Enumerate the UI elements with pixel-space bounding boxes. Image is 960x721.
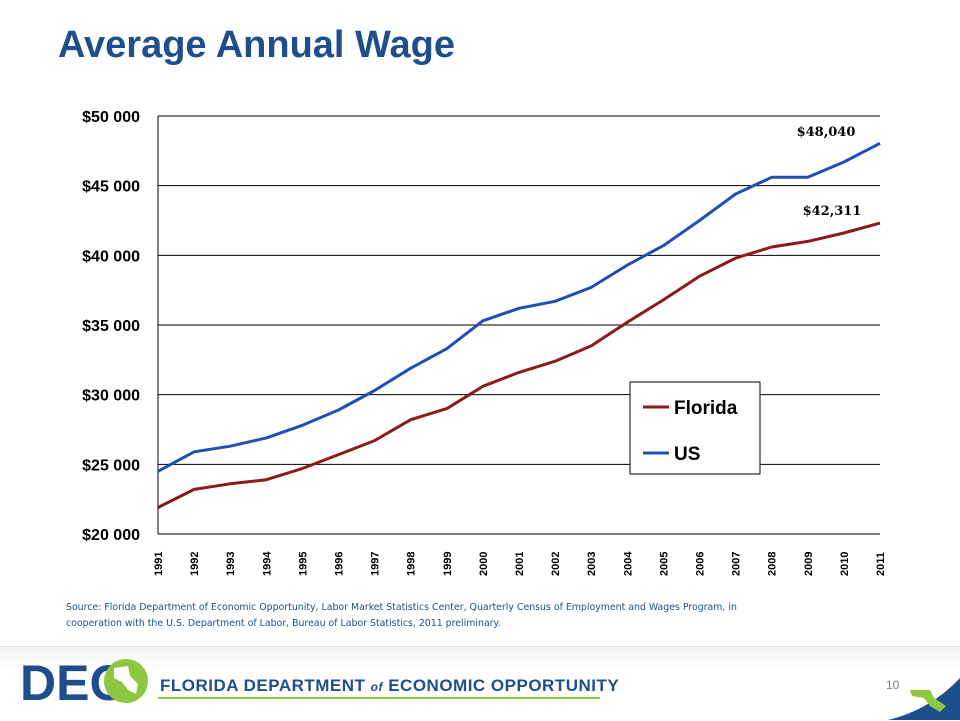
series-line-florida bbox=[157, 221, 881, 509]
x-tick-label: 2004 bbox=[622, 551, 634, 576]
agency-underline bbox=[158, 697, 600, 699]
x-tick-label: 2010 bbox=[839, 552, 851, 576]
slide-title: Average Annual Wage bbox=[58, 24, 455, 66]
y-tick-label: $20 000 bbox=[82, 527, 140, 544]
x-tick-label: 1999 bbox=[442, 552, 454, 576]
x-tick-label: 2005 bbox=[658, 552, 670, 576]
gridlines bbox=[158, 115, 880, 535]
end-label-us: $48,040 bbox=[797, 125, 856, 140]
average-annual-wage-chart: $20 000 $25 000 $30 000 $35 000 $40 000 $45 0… bbox=[82, 109, 887, 576]
x-tick-label: 2003 bbox=[586, 552, 598, 576]
agency-name-part2: ECONOMIC OPPORTUNITY bbox=[382, 676, 620, 695]
x-tick-label: 2000 bbox=[478, 552, 490, 576]
x-tick-label: 1993 bbox=[225, 552, 237, 576]
footer-band bbox=[0, 646, 960, 721]
corner-swoosh-blue bbox=[888, 678, 960, 720]
x-tick-label: 2011 bbox=[875, 552, 887, 576]
y-tick-label: $35 000 bbox=[82, 318, 140, 335]
y-tick-label: $30 000 bbox=[82, 388, 140, 405]
source-note: Source: Florida Department of Economic O… bbox=[66, 602, 737, 629]
x-tick-label: 2001 bbox=[514, 552, 526, 576]
legend-box bbox=[629, 381, 761, 475]
y-tick-label: $45 000 bbox=[82, 179, 140, 196]
legend-label-florida: Florida bbox=[674, 398, 738, 419]
end-value-labels: $42,311 $48,040 bbox=[797, 125, 862, 219]
series-line-us bbox=[157, 141, 881, 473]
legend-label-us: US bbox=[674, 444, 700, 465]
deo-logo: DEO bbox=[20, 655, 148, 710]
legend: Florida US bbox=[629, 381, 761, 475]
page-number: 10 bbox=[886, 678, 900, 692]
x-tick-label: 1992 bbox=[189, 552, 201, 576]
x-tick-label: 2007 bbox=[731, 552, 743, 576]
y-tick-label: $40 000 bbox=[82, 248, 140, 265]
corner-swoosh-graphic bbox=[888, 678, 960, 720]
x-tick-label: 2008 bbox=[767, 552, 779, 576]
end-label-florida: $42,311 bbox=[803, 204, 862, 219]
x-tick-label: 1995 bbox=[297, 552, 309, 576]
x-tick-labels: 1991 1992 1993 1994 1995 1996 1997 1998 1999 2000… bbox=[153, 551, 887, 576]
x-tick-label: 2009 bbox=[803, 552, 815, 576]
series-lines bbox=[157, 141, 881, 509]
agency-name: FLORIDA DEPARTMENT of ECONOMIC OPPORTUNI… bbox=[160, 676, 619, 696]
agency-name-of: of bbox=[370, 680, 383, 694]
x-tick-label: 1997 bbox=[370, 552, 382, 576]
y-tick-label: $25 000 bbox=[82, 457, 140, 474]
x-tick-label: 1991 bbox=[153, 552, 165, 576]
y-tick-labels: $20 000 $25 000 $30 000 $35 000 $40 000 $45 0… bbox=[82, 109, 140, 544]
y-tick-label: $50 000 bbox=[82, 109, 140, 126]
x-tick-label: 1998 bbox=[406, 552, 418, 576]
x-tick-label: 2006 bbox=[695, 552, 707, 576]
agency-name-part1: FLORIDA DEPARTMENT bbox=[160, 676, 371, 695]
florida-shape-icon bbox=[114, 666, 138, 694]
x-tick-label: 2002 bbox=[550, 552, 562, 576]
x-tick-label: 1994 bbox=[261, 551, 273, 576]
florida-map-icon bbox=[910, 690, 946, 712]
x-tick-label: 1996 bbox=[334, 552, 346, 576]
